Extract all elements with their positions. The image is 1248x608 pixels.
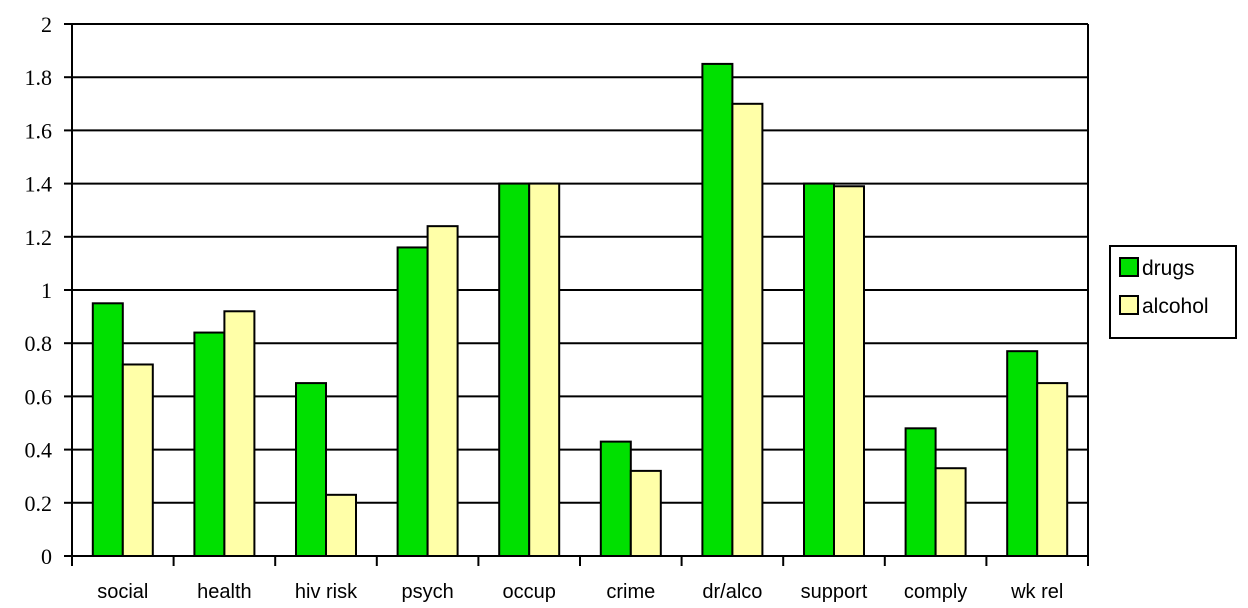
bar-alcohol-occup — [528, 182, 561, 557]
legend: drugs alcohol — [1109, 245, 1237, 339]
x-tick-label: occup — [503, 581, 556, 603]
y-tick-label: 1.2 — [25, 225, 53, 250]
y-tick-label: 2 — [41, 12, 52, 37]
bar-alcohol-support — [833, 185, 865, 557]
bar-alcohol-comply — [934, 467, 967, 557]
bar-drugs-occup — [498, 182, 531, 557]
x-tick-label: wk rel — [1010, 581, 1063, 603]
x-tick-label: dr/alco — [702, 581, 762, 603]
bar-drugs-crime — [599, 440, 632, 557]
x-tick-label: support — [801, 581, 868, 603]
bar-alcohol-health — [223, 310, 256, 557]
y-tick-label: 1.4 — [25, 172, 53, 197]
bars — [91, 62, 1069, 558]
bar-alcohol-wk-rel — [1036, 382, 1069, 557]
bar-alcohol-social — [121, 363, 154, 558]
legend-box — [1109, 245, 1237, 339]
bar-drugs-dr-alco — [701, 62, 734, 558]
x-tick-label: psych — [401, 581, 453, 603]
legend-label-alcohol: alcohol — [1142, 295, 1209, 318]
y-tick-label: 0.2 — [25, 491, 53, 516]
y-tick-label: 1.6 — [25, 118, 53, 143]
x-tick-label: comply — [904, 581, 967, 603]
y-axis-ticks: 0 0.2 0.4 0.6 0.8 1 1.2 1.4 1.6 1.8 2 — [25, 12, 72, 569]
x-tick-label: health — [197, 581, 252, 603]
bar-alcohol-psych — [426, 225, 459, 557]
y-tick-label: 0 — [41, 544, 52, 569]
y-tick-label: 1 — [41, 278, 52, 303]
bar-alcohol-dr-alco — [731, 102, 764, 558]
bar-drugs-comply — [904, 427, 937, 558]
bar-drugs-wk-rel — [1006, 350, 1039, 557]
x-axis-ticks: social health hiv risk psych occup crime dr/al… — [71, 556, 1089, 603]
legend-swatch-alcohol — [1119, 295, 1139, 315]
x-tick-label: social — [97, 581, 148, 603]
y-tick-label: 0.6 — [25, 384, 53, 409]
bar-drugs-social — [91, 302, 124, 557]
x-tick-label: hiv risk — [295, 581, 358, 603]
bar-alcohol-hiv-risk — [325, 493, 357, 558]
y-tick-label: 1.8 — [25, 65, 53, 90]
bar-alcohol-crime — [629, 469, 662, 558]
y-tick-label: 0.4 — [25, 438, 53, 463]
bar-drugs-hiv-risk — [295, 382, 327, 557]
bar-drugs-health — [193, 331, 226, 557]
bar-drugs-support — [803, 182, 835, 557]
bar-drugs-psych — [396, 246, 429, 557]
y-tick-label: 0.8 — [25, 331, 53, 356]
legend-label-drugs: drugs — [1142, 257, 1195, 280]
x-tick-label: crime — [606, 581, 655, 603]
legend-swatch-drugs — [1119, 257, 1139, 277]
